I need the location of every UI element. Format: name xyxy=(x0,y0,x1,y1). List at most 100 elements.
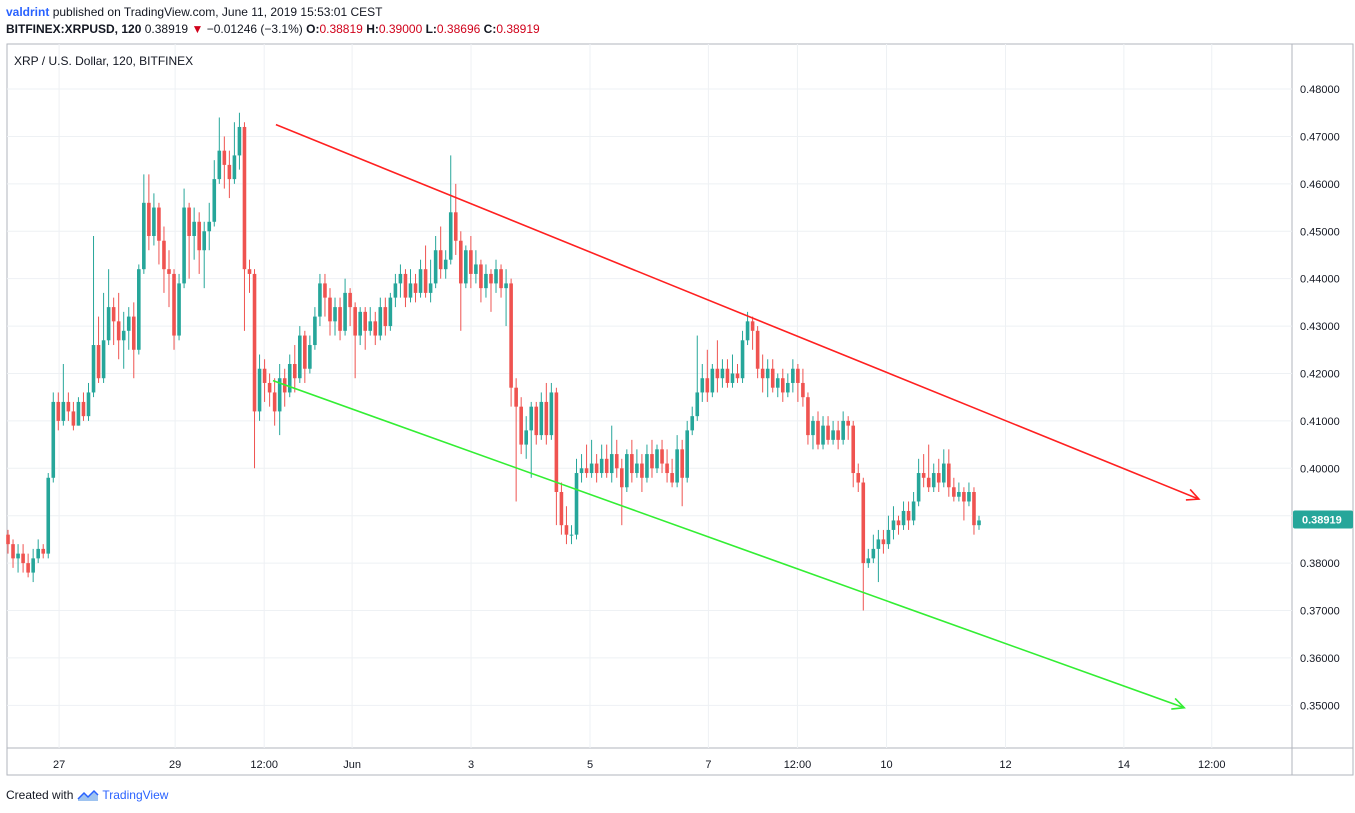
candle-down xyxy=(559,492,564,526)
candle-down xyxy=(21,553,25,564)
candle-down xyxy=(373,321,378,336)
candle-up xyxy=(277,378,282,412)
candle-up xyxy=(916,473,921,502)
candle-down xyxy=(26,563,30,573)
candle-down xyxy=(750,321,755,331)
candle-up xyxy=(61,401,66,421)
candle-up xyxy=(207,221,212,232)
trendlines[interactable] xyxy=(272,123,1201,710)
candle-down xyxy=(489,273,493,284)
candle-up xyxy=(730,373,735,383)
candle-up xyxy=(358,311,362,336)
x-tick-label: 10 xyxy=(880,759,892,771)
candle-down xyxy=(6,534,10,545)
candle-up xyxy=(891,520,896,530)
publish-info: valdrint published on TradingView.com, J… xyxy=(6,5,382,19)
candle-down xyxy=(338,307,342,331)
candle-up xyxy=(137,269,141,350)
candle-down xyxy=(172,273,176,336)
candle-down xyxy=(770,368,775,388)
high-label: H: xyxy=(366,22,379,36)
candle-up xyxy=(977,520,981,526)
candle-up xyxy=(831,430,835,440)
candle-down xyxy=(936,473,941,483)
resistance-arrow-icon xyxy=(1185,488,1201,501)
candle-up xyxy=(786,382,790,393)
price-chart[interactable]: 0.48000 0.47000 0.46000 0.45000 0.44000 0.430… xyxy=(0,0,1355,785)
candle-down xyxy=(252,273,257,412)
candle-down xyxy=(197,221,201,251)
candle-up xyxy=(101,340,106,379)
candle-up xyxy=(106,307,111,341)
candle-up xyxy=(177,283,181,336)
low-label: L: xyxy=(425,22,437,36)
candle-down xyxy=(856,473,861,483)
candle-down xyxy=(680,449,684,478)
published-text: published on TradingView.com, June 11, 2… xyxy=(52,5,383,19)
candle-down xyxy=(56,401,61,421)
candle-up xyxy=(609,454,614,474)
grid xyxy=(7,44,1292,748)
tradingview-link[interactable]: TradingView xyxy=(102,788,169,802)
support-trendline xyxy=(272,379,1185,709)
candle-up xyxy=(433,250,438,284)
x-tick-label: 5 xyxy=(587,759,593,771)
candle-down xyxy=(836,430,840,440)
candle-down xyxy=(509,283,513,388)
candle-up xyxy=(51,401,56,478)
y-tick-label: 0.43000 xyxy=(1300,321,1340,333)
candle-down xyxy=(660,449,664,464)
candle-down xyxy=(323,283,327,298)
candle-up xyxy=(549,392,554,436)
candle-down xyxy=(403,273,408,298)
candle-down xyxy=(826,425,830,440)
candle-up xyxy=(464,250,468,284)
candle-up xyxy=(443,259,448,270)
candle-up xyxy=(690,416,695,431)
candle-down xyxy=(554,392,559,492)
candle-down xyxy=(413,283,418,293)
candle-down xyxy=(499,269,503,289)
created-with-label: Created with xyxy=(6,788,74,802)
y-tick-label: 0.45000 xyxy=(1300,226,1340,238)
candle-down xyxy=(514,387,518,407)
candle-down xyxy=(715,368,720,379)
candle-down xyxy=(41,548,46,554)
candle-down xyxy=(614,454,619,469)
candle-up xyxy=(91,345,96,393)
candle-down xyxy=(167,269,171,274)
candle-down xyxy=(670,473,674,483)
candle-up xyxy=(645,454,649,478)
candle-up xyxy=(398,273,403,284)
candle-up xyxy=(539,401,544,436)
candle-up xyxy=(126,316,131,331)
candle-down xyxy=(71,411,76,426)
current-price-label: 0.38919 xyxy=(1302,515,1342,527)
candle-down xyxy=(861,482,866,564)
candle-down xyxy=(796,368,800,383)
candle-up xyxy=(941,463,946,483)
candle-down xyxy=(187,207,191,236)
candle-down xyxy=(247,269,252,274)
candle-up xyxy=(775,378,780,388)
candle-up xyxy=(871,548,876,559)
candle-up xyxy=(765,368,770,379)
candle-down xyxy=(735,373,740,379)
x-tick-label: 3 xyxy=(468,759,474,771)
candle-down xyxy=(423,269,428,293)
candle-down xyxy=(801,382,805,398)
candle-up xyxy=(524,430,529,445)
candle-up xyxy=(911,501,916,521)
candle-down xyxy=(272,392,277,412)
down-arrow-icon: ▼ xyxy=(191,22,204,36)
candle-down xyxy=(111,307,116,322)
publisher-name[interactable]: valdrint xyxy=(6,5,50,19)
candle-up xyxy=(791,368,795,383)
candle-up xyxy=(635,463,639,474)
candle-up xyxy=(202,231,207,251)
resistance-trendline xyxy=(275,123,1200,500)
candle-up xyxy=(232,155,237,180)
x-tick-label: 27 xyxy=(53,759,65,771)
candle-up xyxy=(257,368,262,412)
candle-up xyxy=(821,425,825,445)
